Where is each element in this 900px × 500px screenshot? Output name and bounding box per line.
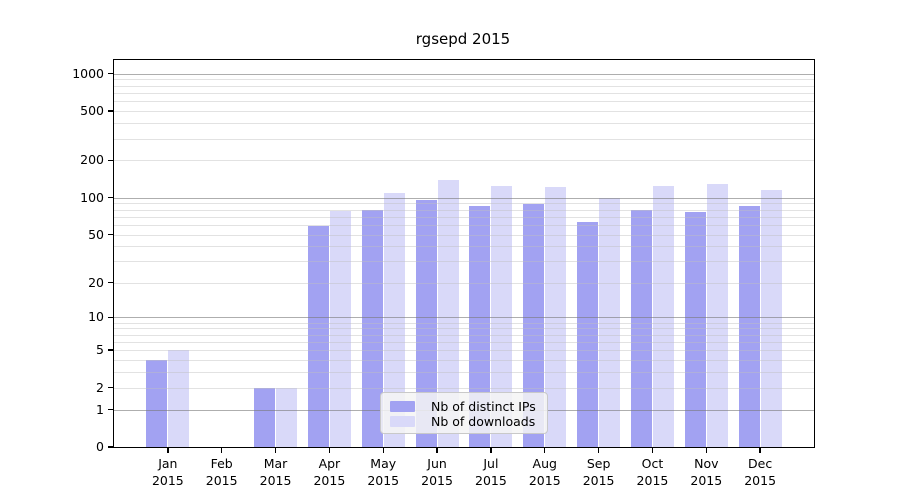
x-tick-label-apr-2015: Apr 2015 xyxy=(313,456,346,488)
y-tick-mark-50 xyxy=(108,233,113,236)
gridline-minor-800 xyxy=(114,85,814,87)
y-tick-label-100: 100 xyxy=(80,189,104,205)
gridline-minor-400 xyxy=(114,123,814,125)
x-tick-mark-mar-2015 xyxy=(274,448,277,453)
gridline-minor-900 xyxy=(114,79,814,81)
bar-aug-2015-nb-of-distinct-ips xyxy=(523,203,545,447)
bar-sep-2015-nb-of-downloads xyxy=(599,198,621,447)
y-tick-label-200: 200 xyxy=(80,152,104,168)
bar-sep-2015-nb-of-distinct-ips xyxy=(577,222,599,447)
bar-aug-2015-nb-of-downloads xyxy=(545,187,567,447)
bar-oct-2015-nb-of-distinct-ips xyxy=(630,209,652,447)
legend-item-downloads: Nb of downloads xyxy=(390,413,538,429)
y-tick-label-20: 20 xyxy=(88,274,104,290)
bar-mar-2015-nb-of-downloads xyxy=(276,387,298,447)
x-tick-label-dec-2015: Dec 2015 xyxy=(744,456,777,488)
y-tick-label-5: 5 xyxy=(96,342,104,358)
x-tick-mark-may-2015 xyxy=(382,448,384,453)
y-tick-label-1000: 1000 xyxy=(72,65,104,81)
y-tick-mark-5 xyxy=(108,349,113,351)
gridline-minor-600 xyxy=(114,101,814,103)
x-tick-label-jan-2015: Jan 2015 xyxy=(151,456,184,488)
x-tick-mark-aug-2015 xyxy=(544,448,546,453)
x-tick-label-mar-2015: Mar 2015 xyxy=(259,456,292,488)
gridline-minor-200 xyxy=(114,160,814,162)
legend-label-downloads: Nb of downloads xyxy=(431,413,536,429)
x-tick-mark-jul-2015 xyxy=(490,448,492,453)
bar-dec-2015-nb-of-downloads xyxy=(760,189,782,447)
legend-swatch-distinct-ips xyxy=(390,400,415,412)
x-tick-mark-dec-2015 xyxy=(759,448,761,453)
x-tick-mark-oct-2015 xyxy=(651,448,654,453)
bar-jun-2015-nb-of-distinct-ips xyxy=(415,200,437,447)
x-tick-mark-jan-2015 xyxy=(167,448,169,453)
y-tick-mark-100 xyxy=(108,196,113,199)
gridline-minor-700 xyxy=(114,92,814,94)
gridline-minor-300 xyxy=(114,138,814,140)
y-tick-label-1: 1 xyxy=(96,401,104,417)
y-tick-mark-1000 xyxy=(108,73,113,75)
bar-may-2015-nb-of-distinct-ips xyxy=(361,210,383,447)
bar-apr-2015-nb-of-distinct-ips xyxy=(307,225,329,447)
y-tick-mark-1 xyxy=(108,408,113,411)
y-tick-label-10: 10 xyxy=(88,309,104,325)
bar-jun-2015-nb-of-downloads xyxy=(437,179,459,447)
x-tick-label-aug-2015: Aug 2015 xyxy=(528,456,561,488)
bar-nov-2015-nb-of-distinct-ips xyxy=(684,211,706,447)
y-tick-label-0: 0 xyxy=(96,439,104,454)
x-tick-label-oct-2015: Oct 2015 xyxy=(636,456,669,488)
plot-area: Nb of distinct IPs Nb of downloads xyxy=(113,59,815,448)
y-tick-label-50: 50 xyxy=(88,226,104,242)
legend-swatch-downloads xyxy=(390,415,415,427)
bar-dec-2015-nb-of-distinct-ips xyxy=(738,205,760,447)
x-tick-mark-feb-2015 xyxy=(220,448,223,453)
legend-label-distinct-ips: Nb of distinct IPs xyxy=(431,398,536,414)
x-tick-label-sep-2015: Sep 2015 xyxy=(582,456,615,488)
y-tick-mark-200 xyxy=(108,159,113,162)
bar-jan-2015-nb-of-downloads xyxy=(168,350,190,447)
y-tick-mark-0 xyxy=(108,446,113,448)
gridline-minor-500 xyxy=(114,111,814,113)
bar-oct-2015-nb-of-downloads xyxy=(652,186,674,447)
chart-title: rgsepd 2015 xyxy=(415,30,511,48)
x-tick-label-nov-2015: Nov 2015 xyxy=(690,456,723,488)
x-tick-mark-nov-2015 xyxy=(705,448,707,453)
y-tick-mark-10 xyxy=(108,316,113,319)
bar-jul-2015-nb-of-downloads xyxy=(491,185,513,447)
bar-jan-2015-nb-of-distinct-ips xyxy=(146,360,168,447)
y-tick-mark-500 xyxy=(108,110,113,112)
x-tick-mark-sep-2015 xyxy=(597,448,600,453)
x-tick-label-may-2015: May 2015 xyxy=(367,456,400,488)
bar-nov-2015-nb-of-downloads xyxy=(706,184,728,447)
legend-item-distinct-ips: Nb of distinct IPs xyxy=(390,398,538,414)
bar-apr-2015-nb-of-downloads xyxy=(329,210,351,447)
bar-jul-2015-nb-of-distinct-ips xyxy=(469,205,491,447)
legend: Nb of distinct IPs Nb of downloads xyxy=(380,392,548,434)
x-tick-mark-jun-2015 xyxy=(436,448,438,453)
bar-may-2015-nb-of-downloads xyxy=(383,193,405,447)
y-tick-label-2: 2 xyxy=(96,379,104,395)
x-tick-label-jun-2015: Jun 2015 xyxy=(421,456,453,488)
y-tick-mark-20 xyxy=(108,281,113,284)
x-tick-label-feb-2015: Feb 2015 xyxy=(205,456,238,488)
gridline-major-1000 xyxy=(114,73,814,75)
x-tick-mark-apr-2015 xyxy=(328,448,331,453)
y-tick-label-500: 500 xyxy=(80,103,104,119)
bar-mar-2015-nb-of-distinct-ips xyxy=(254,387,276,447)
y-tick-mark-2 xyxy=(108,386,113,389)
x-tick-label-jul-2015: Jul 2015 xyxy=(475,456,507,488)
